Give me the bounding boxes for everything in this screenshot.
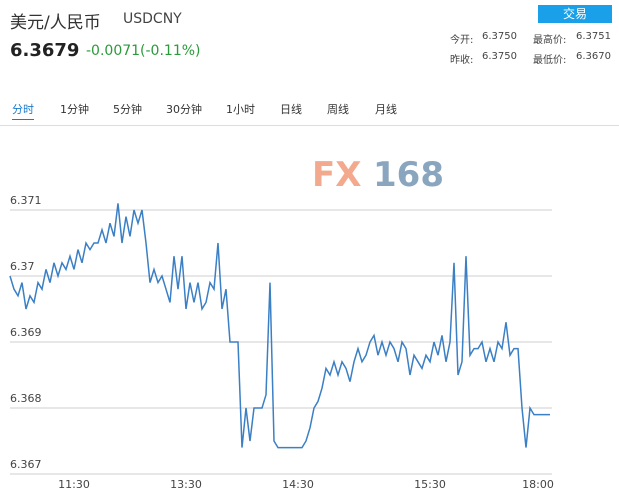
tab[interactable]: 5分钟 (113, 103, 142, 116)
tab[interactable]: 分时 (12, 101, 34, 120)
price: 6.3679 (10, 40, 80, 61)
x-tick-label: 18:00 (522, 478, 554, 491)
tab[interactable]: 周线 (327, 103, 349, 116)
stat-value: 6.3670 (576, 51, 611, 62)
stat-value: 6.3750 (482, 51, 517, 62)
stat-value: 6.3750 (482, 31, 517, 42)
stat-label: 最高价: (533, 35, 567, 46)
stat-label: 今开: (450, 35, 474, 46)
x-tick-label: 11:30 (58, 478, 90, 491)
watermark: FX (312, 155, 361, 195)
separator (0, 125, 619, 126)
price-line (9, 203, 550, 449)
tab[interactable]: 30分钟 (166, 103, 202, 116)
y-tick-label: 6.367 (10, 458, 42, 471)
tab[interactable]: 1小时 (226, 103, 255, 116)
stat-label: 昨收: (450, 55, 474, 66)
y-tick-label: 6.371 (10, 194, 42, 207)
pair-name: 美元/人民币 (10, 13, 101, 33)
watermark: 168 (373, 155, 444, 195)
pair-symbol: USDCNY (123, 11, 182, 27)
y-tick-label: 6.37 (10, 260, 35, 273)
x-tick-label: 15:30 (414, 478, 446, 491)
tab[interactable]: 日线 (280, 103, 302, 116)
y-tick-label: 6.369 (10, 326, 42, 339)
trade-button[interactable]: 交易 (538, 5, 612, 23)
stat-value: 6.3751 (576, 31, 611, 42)
tab[interactable]: 月线 (375, 103, 397, 116)
y-tick-label: 6.368 (10, 392, 42, 405)
stat-label: 最低价: (533, 55, 567, 66)
x-tick-label: 13:30 (170, 478, 202, 491)
price-change: -0.0071(-0.11%) (86, 43, 201, 59)
tab[interactable]: 1分钟 (60, 103, 89, 116)
x-tick-label: 14:30 (282, 478, 314, 491)
